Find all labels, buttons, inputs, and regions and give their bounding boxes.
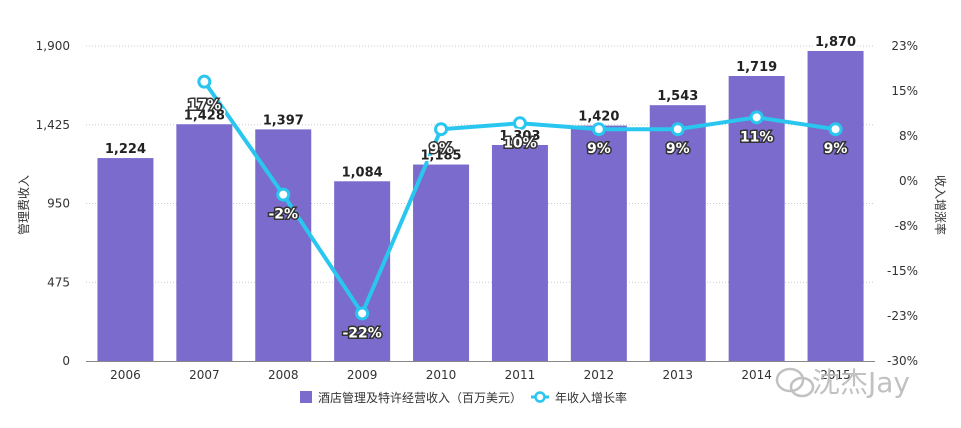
bar bbox=[176, 124, 233, 362]
y-tick-label: 1,425 bbox=[36, 118, 70, 132]
growth-point bbox=[197, 74, 212, 89]
bar bbox=[570, 125, 627, 361]
y2-tick-label: -30% bbox=[887, 354, 918, 368]
bar-data-label: 1,303 bbox=[499, 129, 540, 144]
y-tick-label: 950 bbox=[47, 197, 70, 211]
bar-data-label: 1,084 bbox=[342, 165, 383, 180]
bar-data-label: 1,420 bbox=[578, 110, 619, 125]
growth-point bbox=[276, 187, 291, 202]
growth-data-label: 11% bbox=[740, 129, 774, 145]
growth-line bbox=[197, 74, 843, 321]
bar-data-label: 1,185 bbox=[420, 149, 461, 164]
x-tick-label: 2013 bbox=[662, 368, 693, 382]
legend-line-marker bbox=[534, 391, 546, 403]
y-tick-label: 475 bbox=[47, 275, 70, 289]
line-labels: 17% -2% -22% 9% 10% 9% 9% 11% 9% bbox=[186, 96, 849, 343]
legend: 酒店管理及特许经营收入（百万美元） 年收入增长率 bbox=[300, 390, 627, 405]
y2-tick-label: 15% bbox=[891, 84, 918, 98]
y2-tick-label: -8% bbox=[895, 219, 918, 233]
y2-tick-label: 23% bbox=[891, 39, 918, 53]
growth-point bbox=[434, 122, 449, 137]
growth-point bbox=[670, 122, 685, 137]
y-axis-title: 管理费收入 bbox=[16, 175, 31, 235]
x-tick-label: 2009 bbox=[347, 368, 378, 382]
y2-tick-label: -15% bbox=[887, 264, 918, 278]
growth-point bbox=[355, 306, 370, 321]
legend-line-label: 年收入增长率 bbox=[555, 390, 627, 405]
bar-data-label: 1,719 bbox=[736, 60, 777, 75]
x-axis-ticks: 2006 2007 2008 2009 2010 2011 2012 2013 2014 2015 bbox=[110, 368, 851, 382]
growth-point bbox=[828, 122, 843, 137]
bar-labels: 1,224 1,428 1,397 1,084 1,185 1,303 1,420 1,543… bbox=[103, 33, 857, 181]
bar-data-label: 1,428 bbox=[184, 108, 225, 123]
bar bbox=[491, 144, 548, 361]
right-axis-ticks: -30% -23% -15% -8% 0% 8% 15% 23% bbox=[887, 39, 918, 368]
y-tick-label: 0 bbox=[62, 354, 70, 368]
growth-data-label: -22% bbox=[342, 325, 381, 341]
bar bbox=[97, 158, 154, 361]
bar-data-label: 1,543 bbox=[657, 89, 698, 104]
y-tick-label: 1,900 bbox=[36, 39, 70, 53]
growth-data-label: 17% bbox=[188, 98, 222, 114]
x-tick-label: 2015 bbox=[820, 368, 851, 382]
x-tick-label: 2011 bbox=[505, 368, 536, 382]
legend-bar-swatch bbox=[300, 391, 312, 403]
growth-data-label: 10% bbox=[503, 135, 537, 151]
growth-point bbox=[749, 110, 764, 125]
bar-data-label: 1,870 bbox=[815, 35, 856, 50]
x-tick-label: 2010 bbox=[426, 368, 457, 382]
growth-data-label: 9% bbox=[429, 141, 453, 157]
y2-tick-label: -23% bbox=[887, 309, 918, 323]
x-tick-label: 2006 bbox=[110, 368, 141, 382]
x-tick-label: 2008 bbox=[268, 368, 299, 382]
x-tick-label: 2014 bbox=[741, 368, 772, 382]
growth-data-label: 9% bbox=[824, 141, 848, 157]
y2-tick-label: 8% bbox=[899, 129, 918, 143]
growth-point bbox=[512, 116, 527, 131]
watermark: 沈杰Jay bbox=[775, 366, 910, 399]
growth-point bbox=[591, 122, 606, 137]
y2-tick-label: 0% bbox=[899, 174, 918, 188]
bar bbox=[413, 164, 470, 361]
bar bbox=[649, 105, 706, 361]
x-tick-label: 2007 bbox=[189, 368, 220, 382]
growth-data-label: 9% bbox=[587, 141, 611, 157]
watermark-text: 沈杰Jay bbox=[812, 366, 910, 399]
bar bbox=[807, 50, 864, 361]
bar-data-label: 1,397 bbox=[263, 113, 304, 128]
wechat-icon bbox=[775, 367, 815, 398]
x-tick-label: 2012 bbox=[584, 368, 615, 382]
legend-bar-label: 酒店管理及特许经营收入（百万美元） bbox=[318, 390, 522, 405]
growth-data-label: -2% bbox=[268, 207, 298, 223]
y2-axis-title: 收入增涨率 bbox=[933, 175, 948, 235]
left-axis-ticks: 0 475 950 1,425 1,900 bbox=[36, 39, 70, 368]
growth-data-label: 9% bbox=[666, 141, 690, 157]
bar-data-label: 1,224 bbox=[105, 142, 146, 157]
